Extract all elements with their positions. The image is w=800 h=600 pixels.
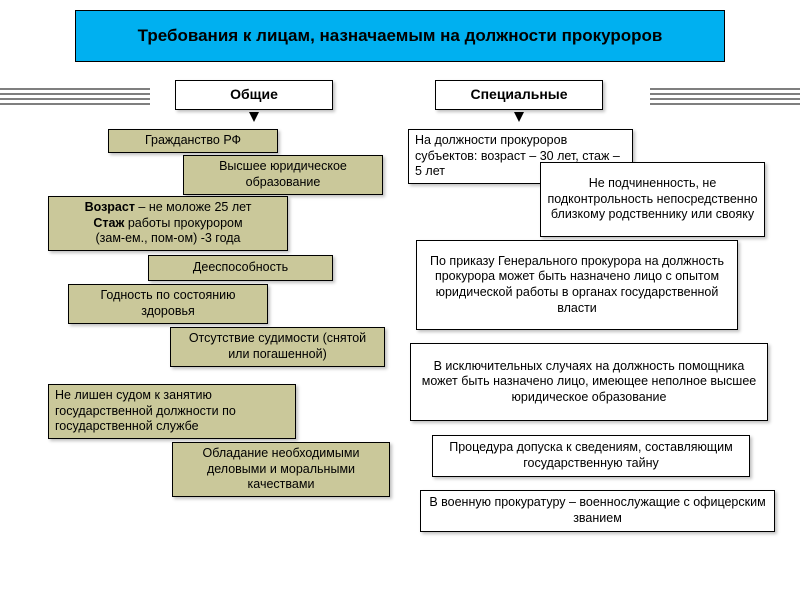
- spec-military: В военную прокуратуру – военнослужащие с…: [420, 490, 775, 532]
- gen-age-bold2: Стаж: [93, 216, 124, 230]
- gen-age-bold1: Возраст: [85, 200, 135, 214]
- gen-age-line2: Стаж работы прокурором: [93, 216, 242, 232]
- gen-health: Годность по состоянию здоровья: [68, 284, 268, 324]
- spec-clearance-text: Процедура допуска к сведениям, составляю…: [439, 440, 743, 471]
- spec-exceptional-text: В исключительных случаях на должность по…: [417, 359, 761, 406]
- gen-capacity-text: Дееспособность: [193, 260, 288, 276]
- spec-independence-text: Не подчиненность, не подконтрольность не…: [547, 176, 758, 223]
- stripe-left: [0, 88, 150, 106]
- gen-education-text: Высшее юридическое образование: [190, 159, 376, 190]
- header-general-label: Общие: [230, 86, 278, 104]
- arrow-general: [249, 112, 259, 122]
- gen-qualities-text: Обладание необходимыми деловыми и мораль…: [179, 446, 383, 493]
- header-general: Общие: [175, 80, 333, 110]
- gen-age-line1: Возраст – не моложе 25 лет: [85, 200, 252, 216]
- gen-capacity: Дееспособность: [148, 255, 333, 281]
- gen-no-conviction: Отсутствие судимости (снятой или погашен…: [170, 327, 385, 367]
- gen-no-conviction-text: Отсутствие судимости (снятой или погашен…: [177, 331, 378, 362]
- gen-age-experience: Возраст – не моложе 25 лет Стаж работы п…: [48, 196, 288, 251]
- gen-age-line3: (зам-ем., пом-ом) -3 года: [95, 231, 240, 247]
- spec-by-order: По приказу Генерального прокурора на дол…: [416, 240, 738, 330]
- title-text: Требования к лицам, назначаемым на должн…: [138, 25, 663, 46]
- gen-health-text: Годность по состоянию здоровья: [75, 288, 261, 319]
- gen-qualities: Обладание необходимыми деловыми и мораль…: [172, 442, 390, 497]
- spec-independence: Не подчиненность, не подконтрольность не…: [540, 162, 765, 237]
- gen-not-deprived-text: Не лишен судом к занятию государственной…: [55, 388, 289, 435]
- gen-age-rest1: – не моложе 25 лет: [135, 200, 251, 214]
- gen-education: Высшее юридическое образование: [183, 155, 383, 195]
- header-special: Специальные: [435, 80, 603, 110]
- gen-age-rest2: работы прокурором: [124, 216, 242, 230]
- spec-military-text: В военную прокуратуру – военнослужащие с…: [427, 495, 768, 526]
- page-title: Требования к лицам, назначаемым на должн…: [75, 10, 725, 62]
- gen-citizenship-text: Гражданство РФ: [145, 133, 241, 149]
- gen-not-deprived: Не лишен судом к занятию государственной…: [48, 384, 296, 439]
- header-special-label: Специальные: [470, 86, 567, 104]
- spec-by-order-text: По приказу Генерального прокурора на дол…: [423, 254, 731, 317]
- arrow-special: [514, 112, 524, 122]
- gen-citizenship: Гражданство РФ: [108, 129, 278, 153]
- spec-clearance: Процедура допуска к сведениям, составляю…: [432, 435, 750, 477]
- stripe-right: [650, 88, 800, 106]
- spec-exceptional: В исключительных случаях на должность по…: [410, 343, 768, 421]
